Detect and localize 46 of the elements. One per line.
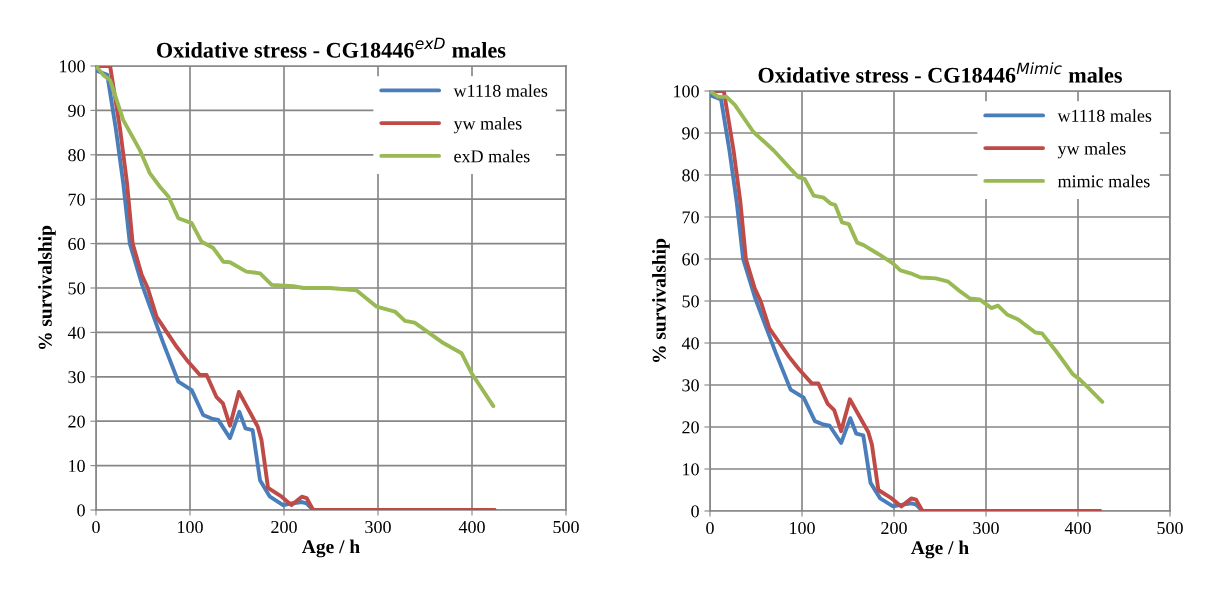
- y-tick-label: 40: [681, 337, 699, 350]
- y-tick-label: 30: [68, 371, 85, 384]
- y-tick-label: 10: [69, 459, 85, 473]
- y-tick-label: 10: [683, 463, 699, 476]
- y-tick-label: 60: [682, 253, 699, 266]
- x-tick-label: 400: [1064, 521, 1091, 535]
- x-tick-label: 0: [92, 520, 100, 534]
- legend-label: yw males: [453, 116, 522, 134]
- x-tick-label: 500: [1157, 521, 1183, 535]
- y-tick-label: 80: [68, 149, 85, 162]
- legend-label: exD males: [454, 149, 530, 163]
- y-tick-label: 90: [682, 127, 699, 140]
- x-tick-label: 200: [271, 520, 297, 534]
- y-tick-label: 50: [68, 282, 85, 295]
- x-tick-label: 100: [790, 521, 815, 535]
- x-tick-label: 300: [973, 521, 999, 535]
- x-tick-label: 100: [178, 520, 203, 534]
- x-tick-label: 400: [458, 520, 485, 534]
- x-tick-label: 0: [706, 521, 714, 535]
- y-tick-label: 70: [682, 211, 699, 224]
- y-tick-label: 50: [682, 295, 699, 308]
- y-axis-title: % survivalship: [652, 238, 670, 362]
- y-tick-label: 0: [691, 505, 699, 518]
- x-axis-title: Age / h: [911, 540, 969, 559]
- y-tick-label: 40: [67, 326, 85, 339]
- x-tick-label: 500: [553, 520, 579, 534]
- y-axis-title: % survivalship: [38, 225, 56, 349]
- legend-label: w1118 males: [1057, 109, 1152, 122]
- legend-label: mimic males: [1057, 174, 1150, 188]
- y-tick-label: 80: [682, 169, 699, 182]
- x-tick-label: 300: [365, 520, 391, 534]
- y-tick-label: 70: [68, 193, 85, 206]
- legend-label: yw males: [1057, 141, 1126, 159]
- y-tick-label: 0: [77, 504, 85, 517]
- y-tick-label: 90: [68, 104, 85, 117]
- x-axis-title: Age / h: [302, 539, 360, 558]
- y-tick-label: 20: [682, 421, 699, 434]
- y-tick-label: 60: [68, 237, 85, 251]
- x-tick-label: 200: [881, 521, 907, 535]
- y-tick-label: 30: [682, 379, 699, 392]
- chart-title: Oxidative stress - CG18446$^{Mimic}$ males: [758, 62, 1122, 83]
- y-tick-label: 100: [60, 60, 85, 73]
- y-tick-label: 100: [674, 85, 699, 98]
- legend-label: w1118 males: [453, 84, 548, 97]
- chart-title: Oxidative stress - CG18446$^{exD}$ males: [156, 37, 506, 58]
- y-tick-label: 20: [68, 415, 85, 428]
